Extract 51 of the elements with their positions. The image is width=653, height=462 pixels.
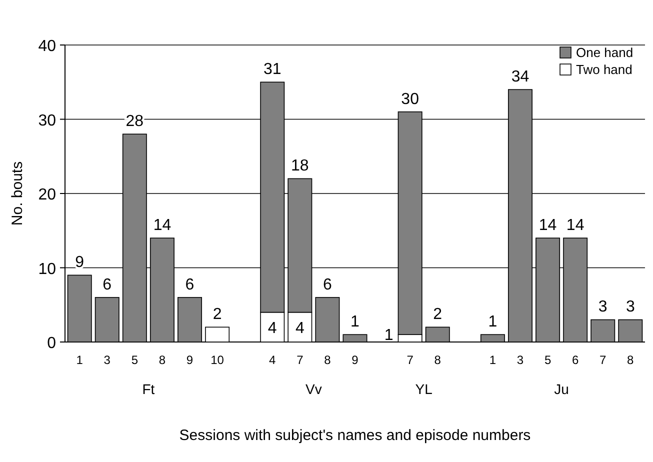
data-label: 2 (212, 306, 222, 324)
data-label: 14 (153, 217, 172, 234)
x-tick-label: 7 (296, 353, 304, 367)
data-label: 1 (350, 314, 360, 331)
data-label: 3 (598, 298, 608, 316)
x-tick-label: 3 (104, 353, 111, 367)
data-label: 18 (291, 158, 309, 175)
data-label: 31 (263, 61, 282, 78)
x-tick-label: 8 (434, 353, 442, 367)
data-label: 4 (295, 320, 304, 338)
data-label: 14 (566, 217, 584, 234)
x-tick-label: 3 (516, 353, 524, 367)
data-label: 6 (102, 276, 112, 294)
y-tick-label: 0 (47, 335, 56, 352)
data-label: 14 (538, 217, 557, 234)
x-tick-label: 1 (76, 353, 84, 367)
x-tick-label: 7 (406, 353, 414, 367)
x-tick-label: 8 (158, 353, 166, 367)
text: Vv (306, 381, 322, 397)
x-tick-label: 4 (269, 353, 276, 367)
x-tick-label: 9 (352, 353, 359, 367)
text: Ju (554, 381, 569, 397)
data-label: 3 (626, 298, 635, 316)
y-axis-title: No. bouts (9, 161, 26, 226)
text: Ft (142, 381, 155, 397)
data-label: 6 (185, 276, 194, 294)
y-tick-label: 30 (38, 112, 56, 130)
data-label: 1 (384, 327, 394, 344)
x-tick-label: 5 (544, 353, 552, 367)
legend-label: One hand (576, 45, 634, 60)
x-tick-label: 7 (600, 353, 607, 367)
data-label: 9 (75, 254, 84, 272)
x-tick-label: 6 (572, 353, 579, 367)
y-tick-label: 20 (38, 186, 56, 204)
x-tick-label: 10 (210, 353, 224, 367)
x-tick-label: 9 (186, 353, 194, 367)
x-axis-title: Sessions with subject's names and episode numbers (179, 427, 531, 444)
data-label: 34 (511, 68, 530, 86)
data-label: 30 (401, 90, 420, 108)
x-tick-label: 8 (324, 353, 332, 367)
data-label: 6 (323, 276, 332, 294)
legend-label: Two hand (576, 62, 632, 77)
data-label: 2 (433, 306, 442, 324)
y-tick-label: 10 (38, 260, 56, 278)
x-tick-label: 8 (627, 353, 634, 367)
x-tick-label: 1 (489, 353, 496, 367)
data-label: 1 (488, 314, 498, 331)
data-label: 4 (268, 320, 277, 338)
y-tick-label: 40 (38, 38, 56, 55)
text: YL (415, 381, 433, 397)
x-tick-label: 5 (131, 353, 138, 367)
